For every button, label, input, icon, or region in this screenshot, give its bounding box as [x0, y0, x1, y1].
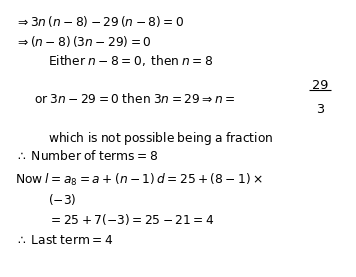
Text: $=25+7(-3)=25-21=4$: $=25+7(-3)=25-21=4$	[48, 212, 215, 227]
Text: $(-3)$: $(-3)$	[48, 192, 77, 207]
Text: $\mathrm{or}\;3n-29=0\;\mathrm{then}\;3n=29\Rightarrow n=$: $\mathrm{or}\;3n-29=0\;\mathrm{then}\;3n…	[34, 92, 235, 106]
Text: $\mathrm{which\;is\;not\;possible\;being\;a\;fraction}$: $\mathrm{which\;is\;not\;possible\;being…	[48, 130, 274, 147]
Text: $\therefore\;\mathrm{Last\;term}=4$: $\therefore\;\mathrm{Last\;term}=4$	[15, 234, 113, 247]
Text: $\Rightarrow (n-8)\,(3n-29)=0$: $\Rightarrow (n-8)\,(3n-29)=0$	[15, 34, 152, 49]
Text: $\therefore\;\mathrm{Number\;of\;terms}=8$: $\therefore\;\mathrm{Number\;of\;terms}=…	[15, 149, 158, 163]
Text: $\mathrm{Now}\;l=a_8=a+(n-1)\,d=25+(8-1)\times$: $\mathrm{Now}\;l=a_8=a+(n-1)\,d=25+(8-1)…	[15, 172, 263, 188]
Text: $\mathrm{Either}\; n-8=0,\;\mathrm{then}\;n=8$: $\mathrm{Either}\; n-8=0,\;\mathrm{then}…	[48, 53, 214, 68]
Text: 29: 29	[312, 79, 328, 92]
Text: 3: 3	[316, 103, 324, 116]
Text: $\Rightarrow 3n\,(n-8)-29\,(n-8)=0$: $\Rightarrow 3n\,(n-8)-29\,(n-8)=0$	[15, 14, 184, 29]
